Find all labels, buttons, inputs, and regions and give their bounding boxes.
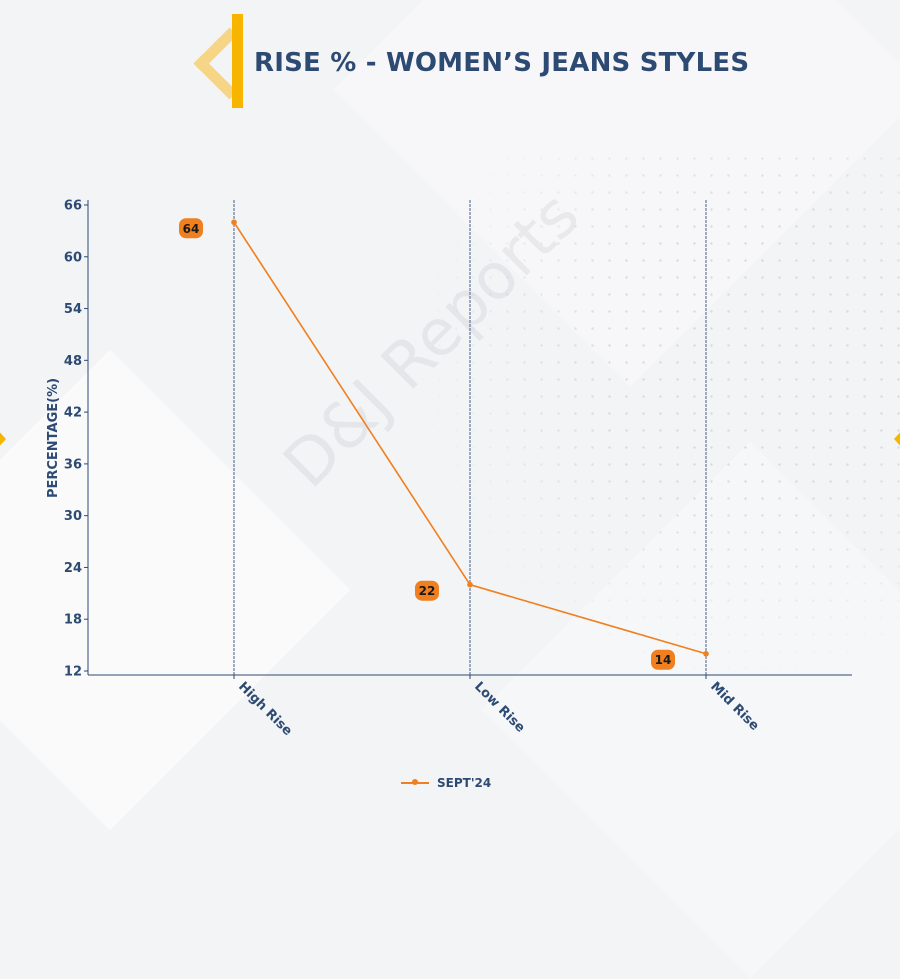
y-axis-title: PERCENTAGE(%)	[46, 378, 61, 498]
prev-arrow-icon[interactable]	[0, 426, 6, 452]
y-tick-label: 42	[64, 406, 82, 421]
data-point	[703, 650, 709, 657]
grid-lines	[233, 200, 707, 675]
x-category-label: Mid Rise	[707, 679, 762, 734]
y-tick-label: 24	[64, 561, 82, 576]
y-tick-label: 48	[64, 354, 82, 369]
series-layer	[231, 219, 709, 657]
y-tick-label: 30	[64, 509, 82, 524]
y-tick-label: 54	[64, 302, 82, 317]
data-label: 14	[655, 653, 672, 667]
y-tick-labels: 12 18 24 30 36 42 48 54 60 66	[64, 199, 88, 680]
dot-pattern	[380, 150, 900, 670]
data-label-bg	[651, 649, 675, 670]
data-point	[231, 219, 237, 226]
legend-marker-icon	[401, 779, 429, 785]
legend[interactable]: SEPT'24	[401, 776, 491, 790]
legend-label: SEPT'24	[437, 776, 492, 790]
next-arrow-icon[interactable]	[894, 426, 900, 452]
data-label-bg	[415, 580, 439, 601]
x-category-label: Low Rise	[471, 679, 528, 736]
y-tick-label: 66	[64, 199, 82, 214]
line-chart: 12 18 24 30 36 42 48 54 60 66 High Rise Low Rise Mi…	[46, 199, 852, 739]
data-label-bg	[179, 218, 203, 239]
y-tick-label: 60	[64, 250, 82, 265]
data-label: 22	[419, 584, 436, 598]
y-tick-label: 36	[64, 457, 82, 472]
x-category-labels: High Rise Low Rise Mid Rise	[233, 675, 762, 739]
x-category-label: High Rise	[235, 679, 295, 739]
data-point	[467, 581, 473, 588]
y-tick-label: 18	[64, 613, 82, 628]
title-accent-bar	[232, 14, 243, 108]
y-tick-label: 12	[64, 665, 82, 680]
data-labels: 64 22 14	[179, 218, 675, 670]
data-label: 64	[183, 222, 200, 236]
chart-title: RISE % - WOMEN’S JEANS STYLES	[254, 48, 750, 78]
